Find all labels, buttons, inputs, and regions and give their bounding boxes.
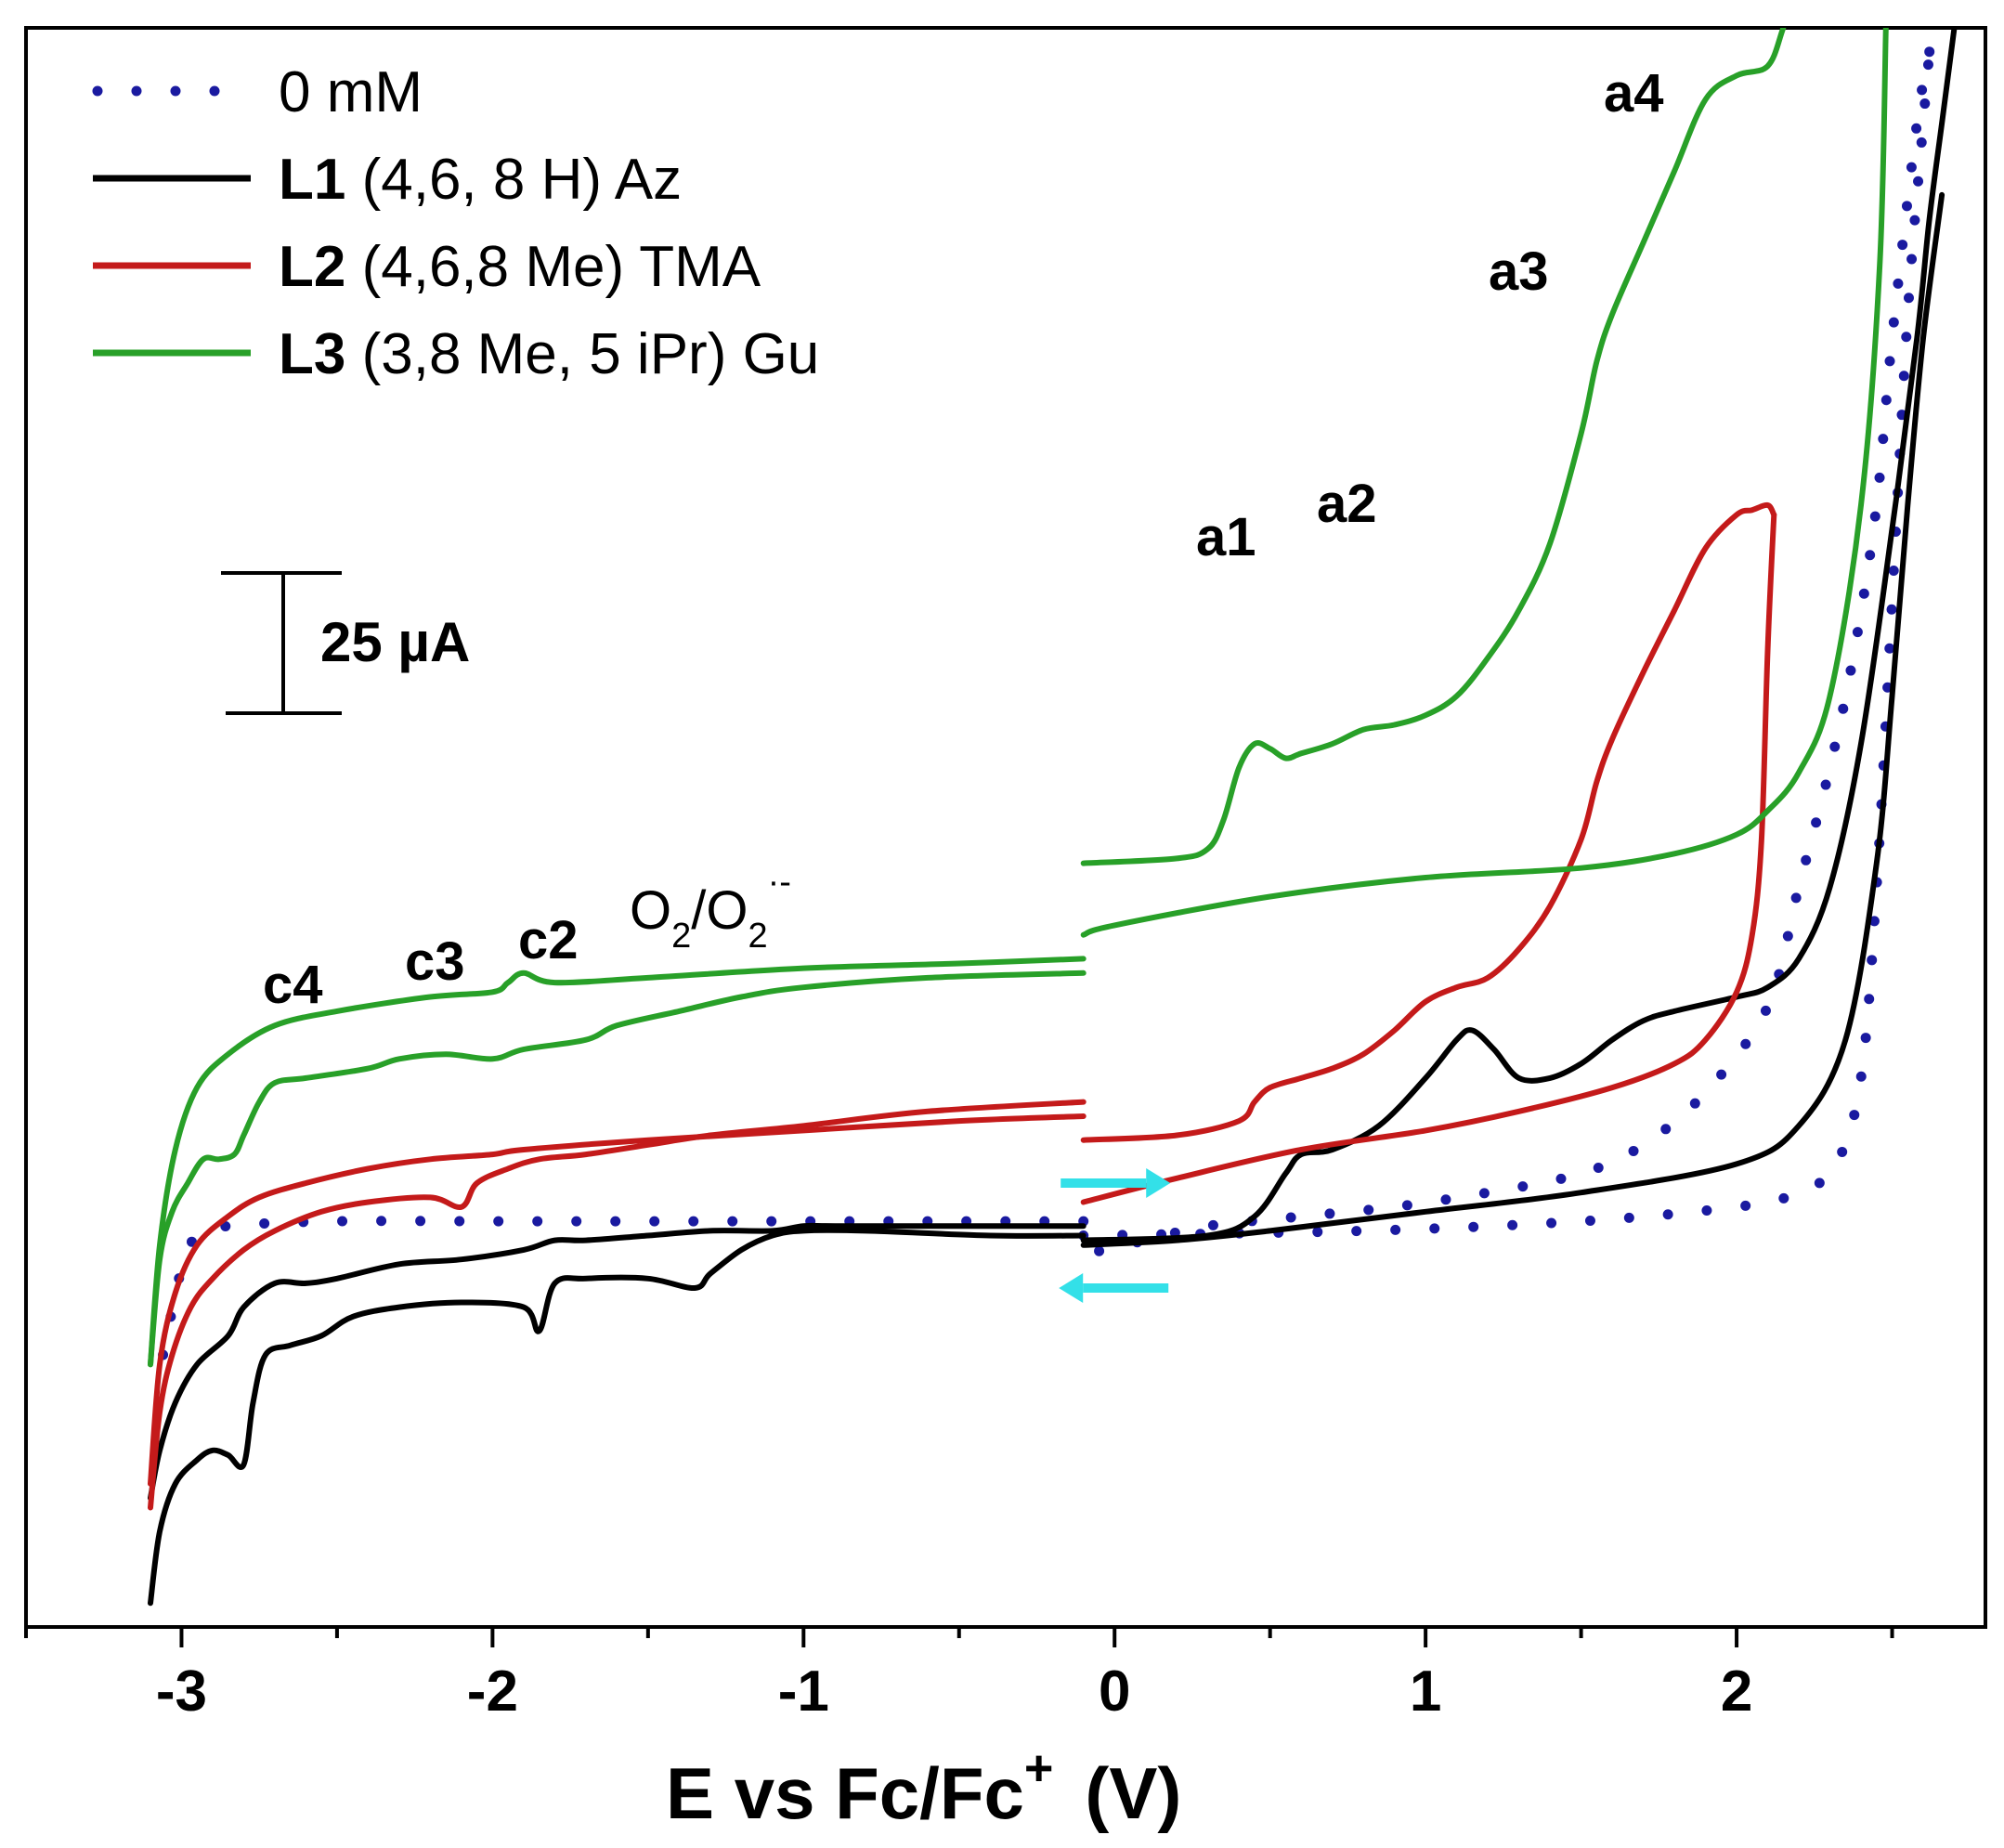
peak-label-a3: a3: [1489, 241, 1549, 302]
peak-label-a2: a2: [1317, 474, 1377, 534]
x-tick-label: -1: [778, 1659, 829, 1724]
peak-label-a4: a4: [1604, 63, 1664, 124]
legend: 0 mM L1 (4,6, 8 H) Az L2 (4,6,8 Me) TMA …: [92, 60, 819, 386]
x-axis: -3 -2 -1 0 1 2: [24, 1627, 1894, 1724]
peak-label-c3: c3: [405, 931, 465, 992]
x-tick-label: 0: [1099, 1659, 1130, 1724]
series-L2-segment-2: [1080, 512, 1777, 1205]
current-scale-bar: 25 µA: [221, 571, 470, 715]
series-blank-segment-2: [1078, 46, 1935, 1260]
series-L1-segment-1: [1080, 28, 1958, 1243]
series-blank-segment-3: [151, 1216, 1089, 1394]
x-axis-title: E vs Fc/Fc+ (V): [666, 1740, 1181, 1834]
x-tick-label: -2: [467, 1659, 518, 1724]
series-L1-segment-3: [148, 1222, 1087, 1502]
series-layer: [148, 28, 1958, 1607]
series-blank-segment-1: [1078, 46, 1935, 1241]
peak-label-c4: c4: [263, 955, 323, 1015]
scan-arrow-left: [1059, 1273, 1169, 1304]
scan-arrow-right: [1061, 1167, 1171, 1198]
peak-label-c2: c2: [518, 910, 579, 970]
superoxide-label: O2/O2·-: [630, 863, 791, 956]
series-L1-segment-2: [1080, 191, 1945, 1248]
series-L2-segment-3: [148, 1113, 1087, 1487]
x-tick-label: 2: [1721, 1659, 1752, 1724]
x-tick-label: 1: [1410, 1659, 1441, 1724]
series-L3-segment-4: [148, 970, 1087, 1368]
series-L1-segment-4: [148, 1227, 1087, 1607]
series-L2-segment-4: [148, 1099, 1087, 1511]
plot-frame: [24, 26, 1987, 1629]
series-L3-segment-3: [148, 956, 1087, 1368]
series-L3-segment-1: [1080, 28, 1787, 866]
peak-labels: a1 a2 a3 a4 c4 c3 c2 O2/O2·-: [263, 63, 1664, 1015]
scan-direction-arrows: [1059, 1167, 1171, 1304]
x-tick-label: -3: [156, 1659, 207, 1724]
series-L3-segment-2: [1080, 28, 1889, 938]
legend-label-L3: L3 (3,8 Me, 5 iPr) Gu: [279, 322, 819, 386]
legend-label-L2: L2 (4,6,8 Me) TMA: [279, 235, 761, 299]
scale-bar-label: 25 µA: [320, 611, 470, 673]
peak-label-a1: a1: [1196, 507, 1256, 567]
legend-label-L1: L1 (4,6, 8 H) Az: [279, 148, 682, 212]
legend-label-blank: 0 mM: [279, 60, 423, 124]
series-L2-segment-1: [1080, 501, 1777, 1143]
